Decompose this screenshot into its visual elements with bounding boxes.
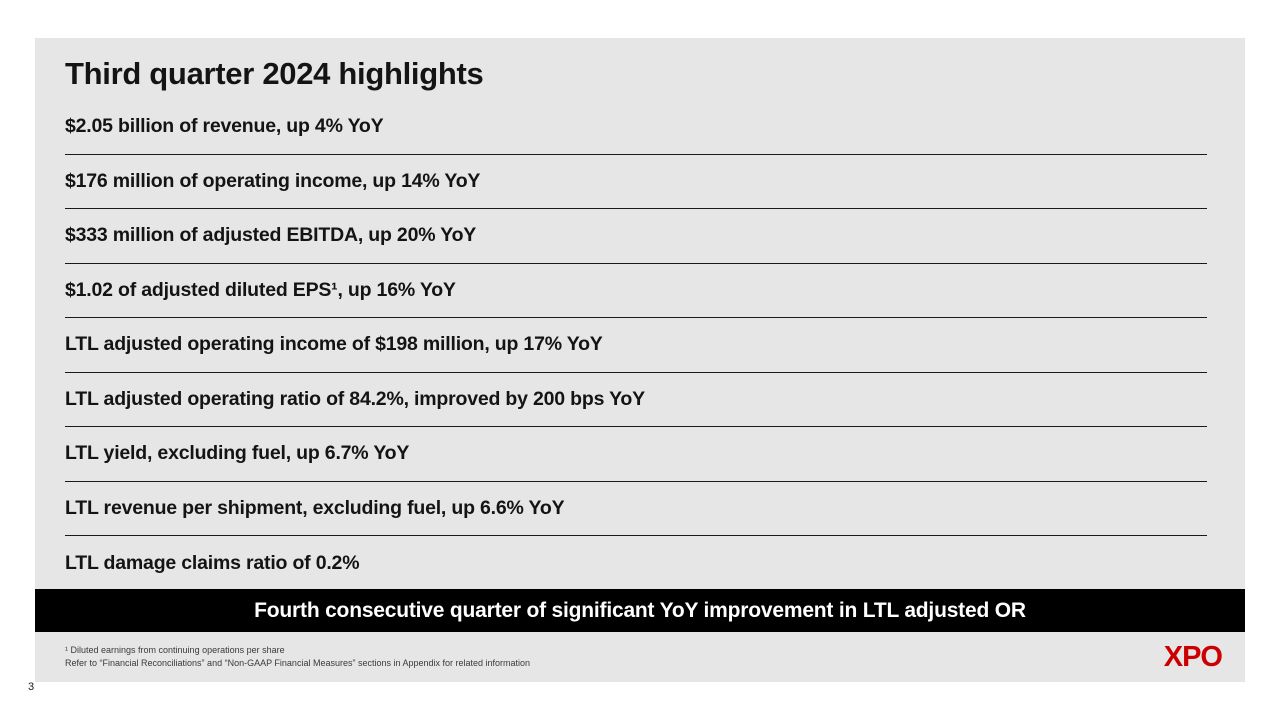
- footnote-line-1: ¹ Diluted earnings from continuing opera…: [65, 644, 285, 655]
- highlight-row: $1.02 of adjusted diluted EPS¹, up 16% Y…: [65, 264, 1207, 318]
- slide-content-area: Third quarter 2024 highlights $2.05 bill…: [35, 38, 1245, 682]
- highlight-text: LTL adjusted operating income of $198 mi…: [65, 333, 603, 356]
- slide-title: Third quarter 2024 highlights: [65, 56, 484, 91]
- highlight-text: $2.05 billion of revenue, up 4% YoY: [65, 115, 384, 138]
- highlight-row: LTL damage claims ratio of 0.2%: [65, 536, 1207, 591]
- highlight-row: LTL revenue per shipment, excluding fuel…: [65, 482, 1207, 536]
- highlight-text: LTL revenue per shipment, excluding fuel…: [65, 496, 565, 519]
- summary-banner-text: Fourth consecutive quarter of significan…: [254, 598, 1026, 622]
- highlight-text: LTL adjusted operating ratio of 84.2%, i…: [65, 387, 645, 410]
- highlight-row: $176 million of operating income, up 14%…: [65, 155, 1207, 209]
- footnote-line-2: Refer to “Financial Reconciliations” and…: [65, 658, 531, 668]
- highlight-row: LTL adjusted operating income of $198 mi…: [65, 318, 1207, 373]
- highlight-row: $2.05 billion of revenue, up 4% YoY: [65, 100, 1207, 155]
- highlight-row: LTL adjusted operating ratio of 84.2%, i…: [65, 373, 1207, 427]
- highlight-text: $1.02 of adjusted diluted EPS¹, up 16% Y…: [65, 278, 456, 301]
- footnotes: ¹ Diluted earnings from continuing opera…: [65, 644, 530, 671]
- highlight-text: LTL damage claims ratio of 0.2%: [65, 551, 360, 574]
- highlight-text: $333 million of adjusted EBITDA, up 20% …: [65, 224, 477, 247]
- highlight-row: LTL yield, excluding fuel, up 6.7% YoY: [65, 427, 1207, 482]
- highlights-list: $2.05 billion of revenue, up 4% YoY $176…: [65, 100, 1207, 591]
- xpo-logo: XPO: [1163, 640, 1223, 673]
- highlight-text: $176 million of operating income, up 14%…: [65, 169, 481, 192]
- summary-banner: Fourth consecutive quarter of significan…: [35, 589, 1245, 632]
- highlight-text: LTL yield, excluding fuel, up 6.7% YoY: [65, 442, 410, 465]
- highlight-row: $333 million of adjusted EBITDA, up 20% …: [65, 209, 1207, 264]
- slide-footer: ¹ Diluted earnings from continuing opera…: [35, 632, 1245, 682]
- page-number: 3: [28, 681, 35, 693]
